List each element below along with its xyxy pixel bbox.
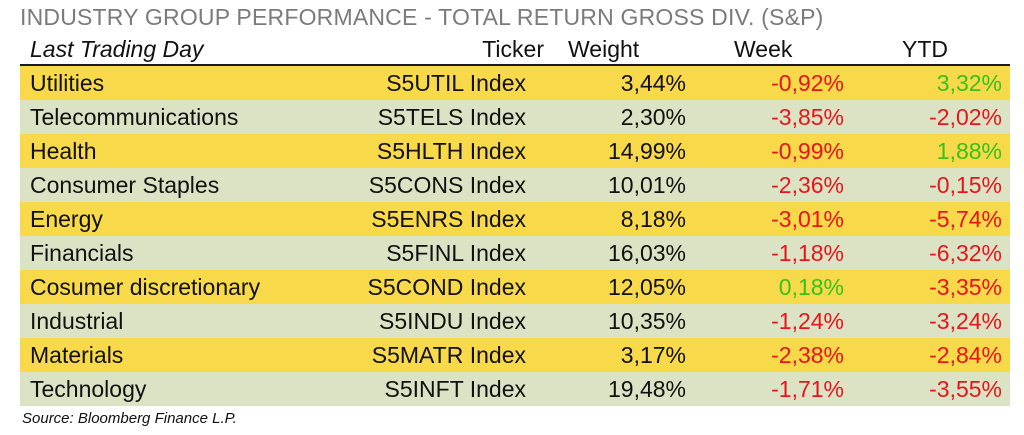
cell-weight: 3,17% (620, 342, 686, 368)
table-row: Energy S5ENRS Index 8,18% -3,01% -5,74% (20, 202, 1010, 236)
table-body: Utilities S5UTIL Index 3,44% -0,92% 3,32% Tel… (20, 66, 1010, 406)
header-ticker: Ticker (482, 36, 544, 62)
cell-weight: 14,99% (607, 138, 686, 164)
cell-weight: 10,35% (607, 308, 686, 334)
cell-week-return: -0,92% (771, 70, 844, 96)
header-ytd: YTD (902, 36, 948, 62)
table-row: Materials S5MATR Index 3,17% -2,38% -2,84% (20, 338, 1010, 372)
table-header: Last Trading Day Ticker Weight Week YTD (20, 34, 1010, 66)
cell-ytd-return: -2,84% (929, 342, 1002, 368)
cell-ticker: S5UTIL Index (386, 70, 526, 96)
table-row: Utilities S5UTIL Index 3,44% -0,92% 3,32% (20, 66, 1010, 100)
cell-ytd-return: -0,15% (929, 172, 1002, 198)
source-note: Source: Bloomberg Finance L.P. (22, 410, 237, 427)
cell-week-return: -2,38% (771, 342, 844, 368)
cell-ytd-return: 1,88% (936, 138, 1002, 164)
cell-ticker: S5INDU Index (378, 308, 526, 334)
cell-ytd-return: -3,35% (929, 274, 1002, 300)
cell-weight: 10,01% (607, 172, 686, 198)
cell-ticker: S5CONS Index (368, 172, 526, 198)
header-weight: Weight (568, 36, 640, 62)
cell-week-return: -1,71% (771, 376, 844, 402)
table-row: Telecommunications S5TELS Index 2,30% -3,85… (20, 100, 1010, 134)
cell-ticker: S5COND Index (367, 274, 526, 300)
cell-ticker: S5MATR Index (371, 342, 526, 368)
cell-industry-group: Telecommunications (30, 104, 239, 130)
cell-ticker: S5TELS Index (377, 104, 526, 130)
cell-weight: 3,44% (620, 70, 686, 96)
table-row: Industrial S5INDU Index 10,35% -1,24% -3,24% (20, 304, 1010, 338)
cell-weight: 19,48% (607, 376, 686, 402)
page-title: INDUSTRY GROUP PERFORMANCE - TOTAL RETUR… (20, 4, 824, 30)
cell-weight: 2,30% (620, 104, 686, 130)
cell-weight: 12,05% (607, 274, 686, 300)
cell-industry-group: Health (30, 138, 97, 164)
cell-weight: 16,03% (607, 240, 686, 266)
cell-weight: 8,18% (620, 206, 686, 232)
cell-ticker: S5HLTH Index (376, 138, 526, 164)
table-row: Cosumer discretionary S5COND Index 12,05% 0… (20, 270, 1010, 304)
cell-ytd-return: 3,32% (936, 70, 1002, 96)
cell-industry-group: Industrial (30, 308, 124, 334)
cell-ytd-return: -3,55% (929, 376, 1002, 402)
cell-industry-group: Financials (30, 240, 134, 266)
table-row: Consumer Staples S5CONS Index 10,01% -2,36%… (20, 168, 1010, 202)
cell-industry-group: Materials (30, 342, 124, 368)
cell-ytd-return: -6,32% (929, 240, 1002, 266)
cell-week-return: -3,85% (771, 104, 844, 130)
cell-week-return: -1,24% (771, 308, 844, 334)
cell-ytd-return: -2,02% (929, 104, 1002, 130)
header-week: Week (734, 36, 793, 62)
table-row: Technology S5INFT Index 19,48% -1,71% -3,55% (20, 372, 1010, 406)
cell-industry-group: Technology (30, 376, 147, 402)
table-row: Health S5HLTH Index 14,99% -0,99% 1,88% (20, 134, 1010, 168)
cell-ytd-return: -5,74% (929, 206, 1002, 232)
cell-industry-group: Cosumer discretionary (30, 274, 261, 300)
table-row: Financials S5FINL Index 16,03% -1,18% -6,32% (20, 236, 1010, 270)
cell-week-return: -1,18% (771, 240, 844, 266)
cell-ytd-return: -3,24% (929, 308, 1002, 334)
header-last-trading-day: Last Trading Day (30, 36, 204, 62)
cell-week-return: -3,01% (771, 206, 844, 232)
cell-ticker: S5INFT Index (384, 376, 526, 402)
cell-week-return: -2,36% (771, 172, 844, 198)
cell-week-return: -0,99% (771, 138, 844, 164)
cell-industry-group: Energy (30, 206, 103, 232)
cell-ticker: S5ENRS Index (371, 206, 526, 232)
cell-ticker: S5FINL Index (386, 240, 526, 266)
cell-week-return: 0,18% (778, 274, 844, 300)
cell-industry-group: Utilities (30, 70, 105, 96)
cell-industry-group: Consumer Staples (30, 172, 220, 198)
